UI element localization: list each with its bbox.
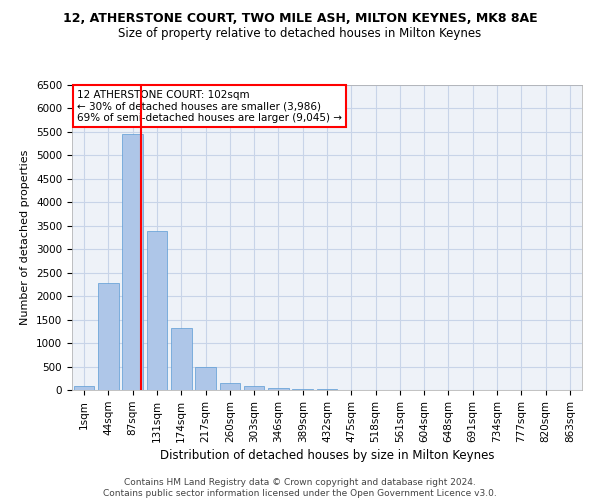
Text: Size of property relative to detached houses in Milton Keynes: Size of property relative to detached ho… [118, 28, 482, 40]
Bar [171, 328, 191, 390]
X-axis label: Distribution of detached houses by size in Milton Keynes: Distribution of detached houses by size … [160, 449, 494, 462]
Bar [244, 386, 265, 390]
Bar [317, 389, 337, 390]
Y-axis label: Number of detached properties: Number of detached properties [20, 150, 31, 325]
Bar [292, 388, 313, 390]
Text: 12 ATHERSTONE COURT: 102sqm
← 30% of detached houses are smaller (3,986)
69% of : 12 ATHERSTONE COURT: 102sqm ← 30% of det… [77, 90, 342, 123]
Bar [195, 368, 216, 390]
Bar [146, 232, 167, 390]
Bar [220, 382, 240, 390]
Bar [74, 386, 94, 390]
Text: Contains HM Land Registry data © Crown copyright and database right 2024.
Contai: Contains HM Land Registry data © Crown c… [103, 478, 497, 498]
Bar [268, 388, 289, 390]
Text: 12, ATHERSTONE COURT, TWO MILE ASH, MILTON KEYNES, MK8 8AE: 12, ATHERSTONE COURT, TWO MILE ASH, MILT… [62, 12, 538, 26]
Bar [122, 134, 143, 390]
Bar [98, 283, 119, 390]
